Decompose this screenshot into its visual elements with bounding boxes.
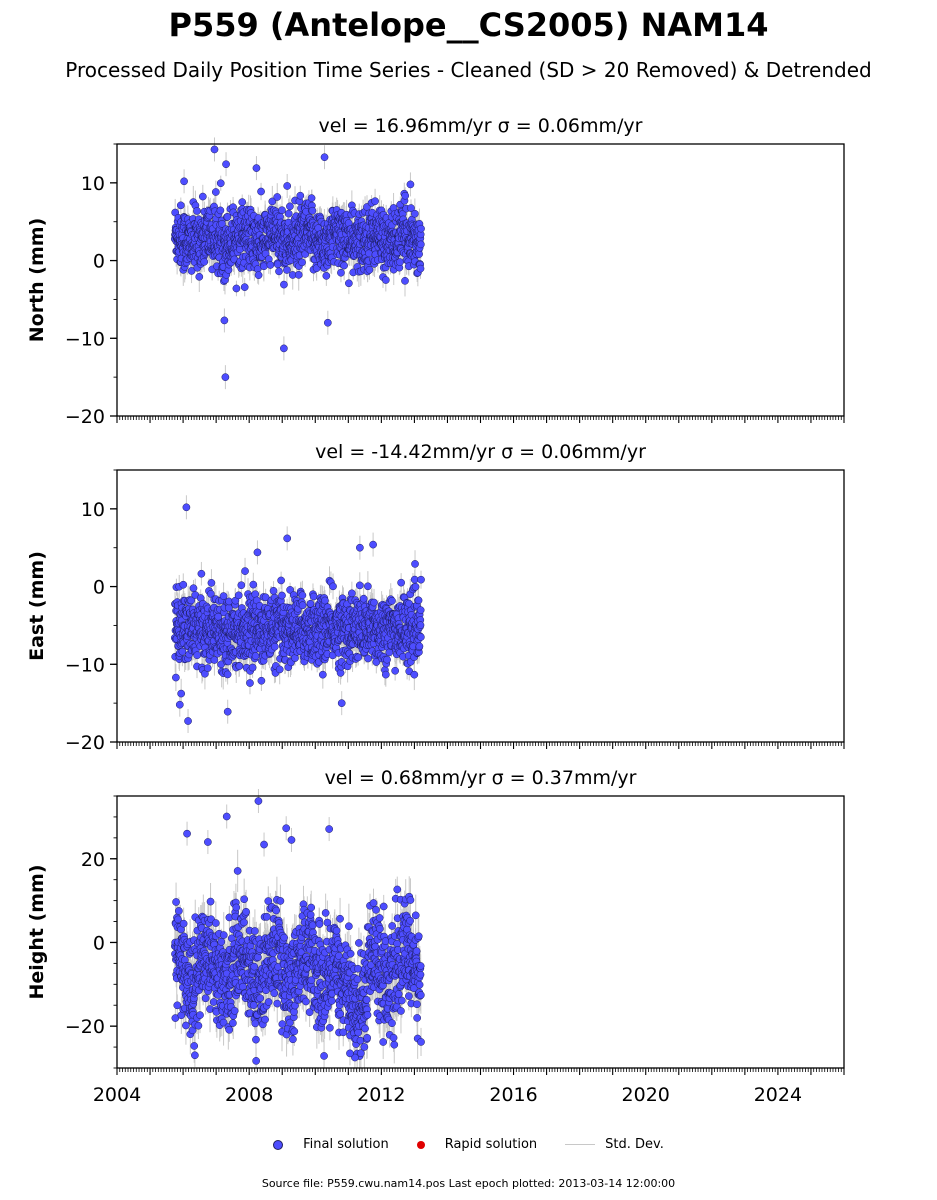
point — [193, 651, 202, 660]
ytick-label: 10 — [81, 173, 105, 195]
point — [223, 213, 232, 221]
point — [210, 145, 219, 154]
point — [203, 664, 212, 672]
point — [198, 192, 207, 201]
point — [308, 206, 317, 215]
point — [240, 283, 249, 291]
panel-east: vel = -14.42mm/yr σ = 0.06mm/yr East (mm)… — [26, 441, 845, 754]
point — [187, 267, 196, 275]
point — [176, 201, 185, 210]
point — [180, 177, 188, 186]
point — [248, 663, 257, 672]
point — [254, 271, 263, 280]
point — [283, 182, 292, 190]
point — [235, 662, 244, 670]
point — [223, 670, 232, 679]
point — [178, 647, 187, 656]
point — [222, 160, 230, 169]
point — [252, 164, 261, 172]
point — [249, 580, 258, 589]
point — [406, 180, 415, 189]
points-east — [170, 503, 425, 725]
point — [396, 258, 404, 266]
point — [284, 209, 293, 218]
point — [200, 257, 209, 266]
point — [266, 261, 275, 269]
point — [189, 584, 198, 593]
point — [365, 249, 373, 258]
point — [172, 673, 180, 682]
point — [371, 197, 379, 206]
point — [241, 567, 249, 575]
point — [278, 206, 286, 215]
point — [307, 194, 316, 202]
point — [177, 689, 186, 698]
point — [197, 569, 206, 578]
page-title: P559 (Antelope__CS2005) NAM14 — [0, 6, 937, 44]
point — [238, 198, 247, 206]
ytick-label: −10 — [65, 328, 105, 350]
point — [294, 270, 303, 279]
point — [207, 579, 216, 587]
point — [337, 268, 345, 277]
page-subtitle: Processed Daily Position Time Series - C… — [0, 58, 937, 82]
point — [323, 318, 332, 327]
point — [195, 272, 204, 281]
point — [273, 260, 282, 269]
point — [340, 261, 348, 270]
point — [416, 240, 425, 249]
point — [411, 209, 419, 218]
points-north — [170, 145, 425, 381]
point — [234, 591, 243, 600]
point — [237, 581, 246, 590]
panel-title-east: vel = -14.42mm/yr σ = 0.06mm/yr — [315, 441, 646, 463]
point — [320, 153, 329, 162]
point — [251, 652, 260, 660]
point — [401, 277, 409, 285]
point — [345, 279, 353, 288]
point — [401, 191, 410, 200]
point — [296, 191, 305, 200]
point — [268, 197, 277, 206]
point — [280, 344, 288, 353]
ytick-label: 0 — [93, 251, 105, 273]
point — [273, 193, 282, 201]
point — [298, 258, 306, 267]
point — [218, 220, 226, 228]
point — [280, 280, 288, 289]
point — [283, 266, 291, 274]
point — [211, 188, 220, 196]
point — [179, 580, 188, 589]
point — [417, 224, 425, 233]
point — [275, 267, 283, 276]
point — [193, 207, 201, 215]
point — [365, 265, 374, 274]
point — [286, 202, 294, 211]
ytick-label: −20 — [65, 406, 105, 428]
point — [246, 679, 254, 687]
ylabel-north: North (mm) — [26, 218, 48, 343]
point — [232, 284, 241, 293]
point — [216, 179, 225, 188]
point — [260, 262, 268, 271]
ylabel-east: East (mm) — [26, 551, 48, 661]
point — [216, 206, 225, 215]
panel-title-north: vel = 16.96mm/yr σ = 0.06mm/yr — [319, 115, 643, 137]
point — [220, 316, 229, 325]
point — [221, 373, 230, 381]
panel-north: vel = 16.96mm/yr σ = 0.06mm/yr North (mm)… — [26, 115, 845, 428]
point — [381, 276, 390, 284]
point — [416, 264, 425, 273]
point — [322, 272, 331, 280]
point — [415, 250, 423, 258]
point — [257, 187, 265, 196]
